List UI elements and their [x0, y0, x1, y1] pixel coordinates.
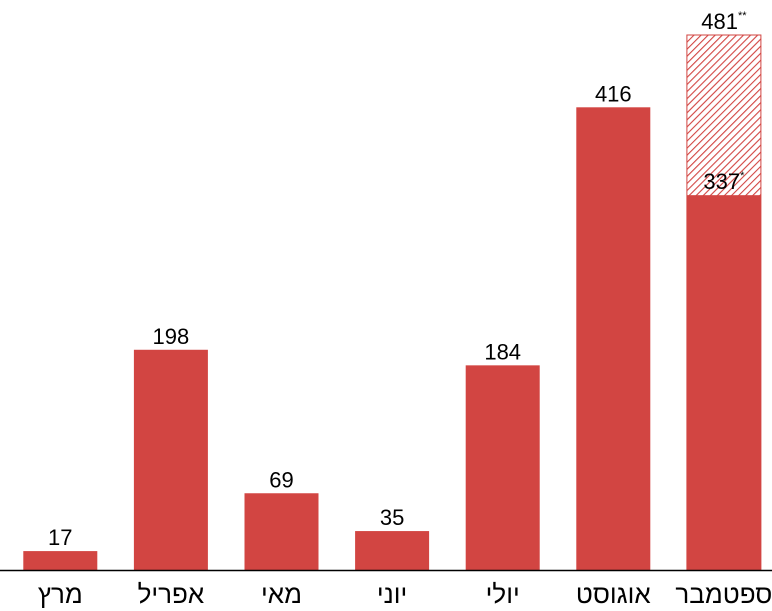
category-label-יולי: יולי [486, 579, 520, 609]
projected-value-label: 481** [701, 9, 747, 34]
value-label-35: 35 [380, 505, 404, 530]
value-label-69: 69 [269, 467, 293, 492]
category-labels-group: מרץ אפריל מאי יוני יולי אוגוסט ספטמבר [38, 579, 772, 609]
category-label-אוגוסט: אוגוסט [576, 579, 651, 609]
value-label-337: 337* [703, 169, 745, 194]
value-labels-group: 17 198 69 35 184 416 481** 337* [48, 9, 747, 550]
category-label-מאי: מאי [261, 579, 302, 609]
category-label-ספטמבר: ספטמבר [675, 579, 772, 609]
bar-יוני [355, 531, 430, 570]
bar-אפריל [133, 349, 208, 570]
category-label-אפריל: אפריל [138, 579, 205, 609]
category-label-מרץ: מרץ [38, 579, 83, 609]
value-label-416: 416 [595, 81, 632, 106]
bar-אוגוסט [576, 107, 651, 570]
category-label-יוני: יוני [377, 579, 407, 609]
value-label-17: 17 [48, 525, 72, 550]
bar-מרץ [23, 551, 98, 570]
bar-מאי [244, 493, 319, 570]
bars-group [23, 34, 762, 571]
value-label-184: 184 [484, 339, 521, 364]
bar-יולי [465, 365, 540, 570]
value-label-198: 198 [153, 324, 190, 349]
bar-ספטמבר [686, 195, 761, 570]
